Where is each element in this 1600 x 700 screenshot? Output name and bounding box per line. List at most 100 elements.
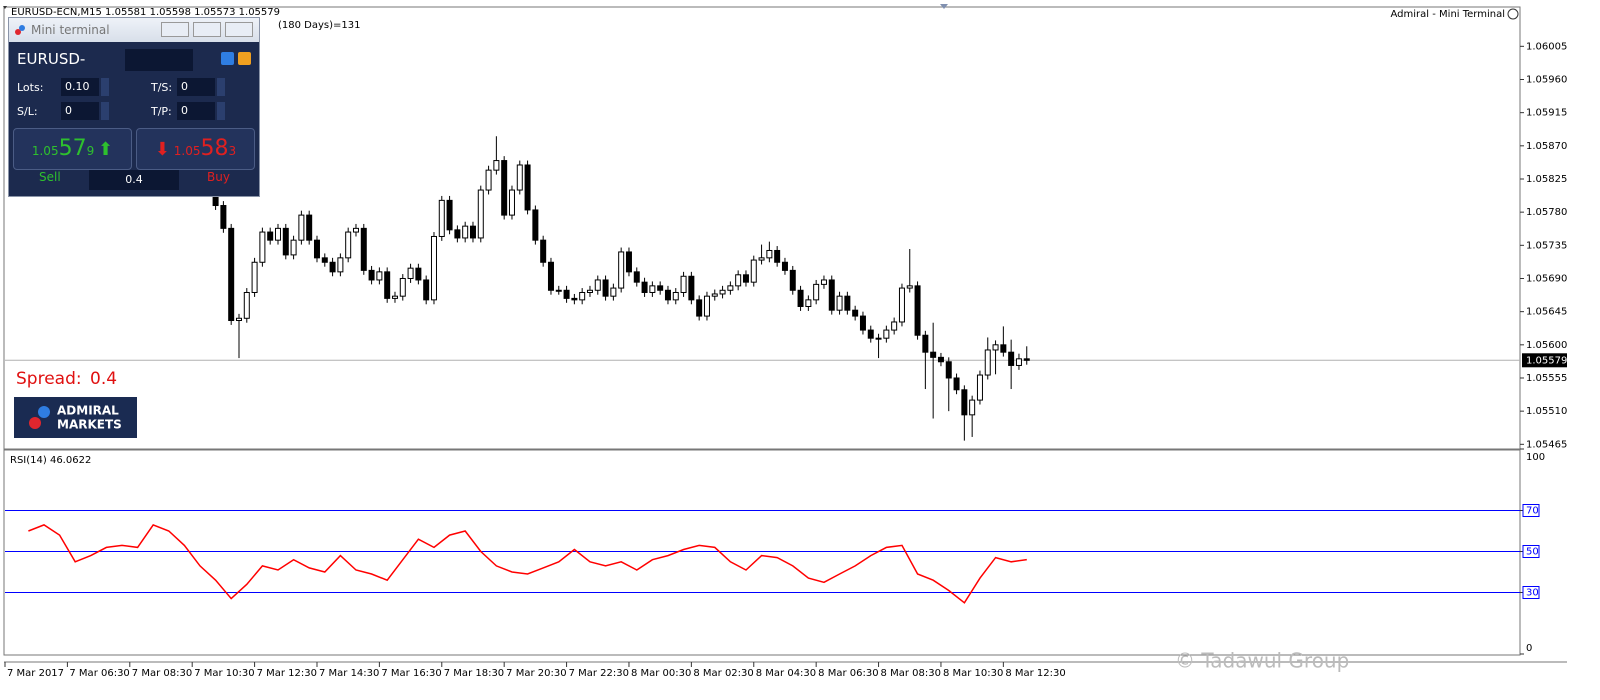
x-tick-label: 7 Mar 18:30 bbox=[444, 668, 504, 679]
candle-body bbox=[274, 227, 281, 241]
lots-input[interactable]: 0.10 bbox=[61, 78, 99, 96]
candle-body bbox=[524, 164, 531, 211]
menu-arrow[interactable] bbox=[3, 6, 7, 9]
candle-body bbox=[898, 287, 905, 323]
candle-body bbox=[992, 344, 999, 351]
buy-button[interactable]: Buy bbox=[207, 170, 230, 184]
candle-body bbox=[602, 279, 609, 297]
volume-input[interactable]: 0.4 bbox=[89, 170, 179, 190]
candle-body bbox=[625, 251, 632, 273]
x-tick-label: 8 Mar 02:30 bbox=[693, 668, 753, 679]
candle-body bbox=[930, 351, 937, 358]
candle-body bbox=[594, 279, 601, 291]
buy-price-button[interactable]: ⬇ 1.05583 bbox=[136, 128, 255, 170]
spinner[interactable] bbox=[101, 102, 109, 120]
spinner[interactable] bbox=[217, 102, 225, 120]
y-tick-label: 1.05960 bbox=[1526, 74, 1567, 85]
candle-body bbox=[477, 189, 484, 239]
candle-body bbox=[454, 229, 461, 239]
spinner[interactable] bbox=[101, 78, 109, 96]
volume: 0.4 bbox=[125, 173, 143, 186]
close-button[interactable] bbox=[225, 22, 253, 37]
rsi-line bbox=[28, 523, 1027, 604]
candle-body bbox=[641, 281, 648, 293]
x-tick-label: 7 Mar 2017 bbox=[7, 668, 64, 679]
candle-body bbox=[937, 356, 944, 363]
candle-body bbox=[391, 295, 398, 299]
candle-body bbox=[415, 267, 422, 281]
window-title: Mini terminal bbox=[31, 23, 110, 37]
last-price-box bbox=[1522, 353, 1567, 368]
candle-body bbox=[727, 285, 734, 291]
y-tick-label: 70 bbox=[1526, 506, 1539, 517]
symbol-info: EURUSD-ECN,M15 1.05581 1.05598 1.05573 1… bbox=[11, 7, 280, 18]
x-tick-label: 8 Mar 08:30 bbox=[881, 668, 941, 679]
minimize-button[interactable] bbox=[161, 22, 189, 37]
candle-body bbox=[430, 235, 437, 301]
logo-dot bbox=[38, 406, 50, 418]
x-tick-label: 7 Mar 06:30 bbox=[69, 668, 129, 679]
tp-label: T/P: bbox=[151, 105, 172, 118]
sl-label: S/L: bbox=[17, 105, 38, 118]
expert-icon[interactable] bbox=[1507, 8, 1519, 20]
down-arrow: ⬇ bbox=[154, 139, 170, 160]
candle-body bbox=[680, 275, 687, 293]
x-tick-label: 7 Mar 08:30 bbox=[132, 668, 192, 679]
y-tick-label: 1.05690 bbox=[1526, 273, 1567, 284]
candle-body bbox=[243, 291, 250, 319]
price-big: 58 bbox=[200, 136, 229, 161]
ts-input[interactable]: 0 bbox=[177, 78, 215, 96]
expand-button[interactable] bbox=[238, 52, 251, 65]
candle-body bbox=[805, 299, 812, 307]
candle-body bbox=[813, 283, 820, 301]
candle-body bbox=[914, 285, 921, 336]
maximize-button[interactable] bbox=[193, 22, 221, 37]
candle-body bbox=[984, 349, 991, 376]
sell-price-button[interactable]: 1.05579 ⬆ bbox=[13, 128, 132, 170]
candle-body bbox=[610, 287, 617, 297]
y-tick-label: 1.05645 bbox=[1526, 307, 1567, 318]
logo-text: ADMIRAL bbox=[57, 404, 119, 418]
x-tick-label: 8 Mar 00:30 bbox=[631, 668, 691, 679]
sell-button[interactable]: Sell bbox=[39, 170, 61, 184]
sl-input[interactable]: 0 bbox=[61, 102, 99, 120]
candle-body bbox=[953, 377, 960, 391]
candle-body bbox=[664, 289, 671, 301]
candle-body bbox=[345, 231, 352, 259]
candle-body bbox=[828, 279, 835, 311]
x-tick-label: 7 Mar 14:30 bbox=[319, 668, 379, 679]
candle-body bbox=[423, 279, 430, 301]
candle-body bbox=[282, 227, 289, 256]
candle-body bbox=[1000, 344, 1007, 353]
candle-body bbox=[555, 289, 562, 292]
level-box bbox=[1522, 586, 1540, 599]
candle-body bbox=[844, 295, 851, 311]
candle-body bbox=[766, 249, 773, 259]
title-bar: Mini terminal bbox=[9, 18, 259, 42]
expert-name: Admiral - Mini Terminal bbox=[1391, 9, 1505, 20]
candle-body bbox=[329, 261, 336, 273]
x-tick-label: 8 Mar 10:30 bbox=[943, 668, 1003, 679]
candle-body bbox=[735, 274, 742, 287]
candle-body bbox=[298, 214, 305, 241]
symbol-box[interactable] bbox=[125, 49, 193, 71]
spread-value: 0.4 bbox=[90, 369, 117, 389]
y-tick-label: 1.05735 bbox=[1526, 240, 1567, 251]
lots-label: Lots: bbox=[17, 81, 44, 94]
spinner[interactable] bbox=[217, 78, 225, 96]
shift-marker bbox=[940, 4, 948, 9]
candle-body bbox=[618, 251, 625, 289]
logo-dot bbox=[29, 417, 41, 429]
app-icon bbox=[15, 24, 25, 35]
candle-body bbox=[384, 271, 391, 299]
candle-body bbox=[462, 225, 469, 239]
y-tick-label: 30 bbox=[1526, 588, 1539, 599]
tp-input[interactable]: 0 bbox=[177, 102, 215, 120]
mini-terminal: Mini terminal EURUSD- Lots: 0.10 T/S: 0 … bbox=[8, 17, 260, 197]
y-tick-label: 1.05555 bbox=[1526, 373, 1567, 384]
settings-button[interactable] bbox=[221, 52, 234, 65]
candle-body bbox=[633, 271, 640, 283]
last-price-label: 1.05579 bbox=[1526, 355, 1567, 366]
